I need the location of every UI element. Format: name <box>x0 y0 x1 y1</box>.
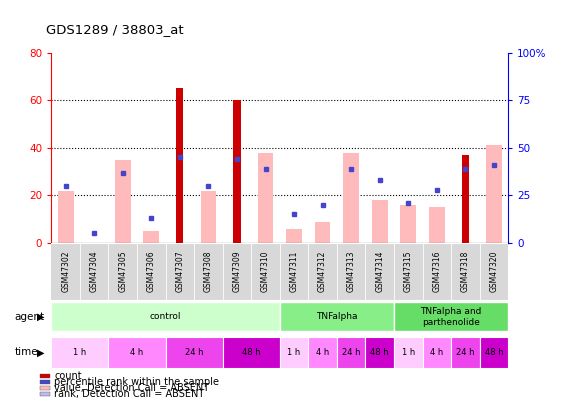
Text: ▶: ▶ <box>37 347 45 357</box>
Bar <box>58 191 74 243</box>
Text: ▶: ▶ <box>37 312 45 322</box>
Text: GSM47307: GSM47307 <box>175 251 184 292</box>
Bar <box>365 337 394 368</box>
Text: 4 h: 4 h <box>316 348 329 357</box>
Bar <box>166 337 223 368</box>
Text: GSM47312: GSM47312 <box>318 251 327 292</box>
Text: GSM47311: GSM47311 <box>289 251 299 292</box>
Text: GSM47310: GSM47310 <box>261 251 270 292</box>
Text: GSM47315: GSM47315 <box>404 251 413 292</box>
Text: control: control <box>150 312 182 322</box>
Bar <box>394 303 508 331</box>
Bar <box>258 153 274 243</box>
Text: 48 h: 48 h <box>485 348 503 357</box>
Bar <box>400 205 416 243</box>
Text: GSM47306: GSM47306 <box>147 251 156 292</box>
Text: 1 h: 1 h <box>287 348 301 357</box>
Text: GSM47302: GSM47302 <box>61 251 70 292</box>
Text: GSM47305: GSM47305 <box>118 251 127 292</box>
Bar <box>315 222 331 243</box>
Text: 48 h: 48 h <box>371 348 389 357</box>
Text: GSM47308: GSM47308 <box>204 251 213 292</box>
Bar <box>143 231 159 243</box>
Text: 24 h: 24 h <box>342 348 360 357</box>
Bar <box>343 153 359 243</box>
Bar <box>176 88 183 243</box>
Bar <box>462 155 469 243</box>
Text: 48 h: 48 h <box>242 348 260 357</box>
Text: agent: agent <box>14 312 45 322</box>
Bar <box>372 200 388 243</box>
Text: 24 h: 24 h <box>185 348 203 357</box>
Bar <box>423 337 451 368</box>
Text: 24 h: 24 h <box>456 348 475 357</box>
Bar <box>451 337 480 368</box>
Bar <box>108 337 166 368</box>
Text: GSM47304: GSM47304 <box>90 251 99 292</box>
Bar <box>394 337 423 368</box>
Bar <box>51 303 280 331</box>
Text: 1 h: 1 h <box>73 348 87 357</box>
Text: percentile rank within the sample: percentile rank within the sample <box>54 377 219 387</box>
Text: time: time <box>14 347 38 357</box>
Text: 4 h: 4 h <box>130 348 144 357</box>
Text: GSM47320: GSM47320 <box>489 251 498 292</box>
Text: 4 h: 4 h <box>430 348 444 357</box>
Text: 1 h: 1 h <box>401 348 415 357</box>
Bar <box>223 337 280 368</box>
Text: TNFalpha: TNFalpha <box>316 312 357 322</box>
Bar <box>280 337 308 368</box>
Bar <box>429 207 445 243</box>
Bar <box>286 229 302 243</box>
Bar <box>280 303 394 331</box>
Text: TNFalpha and
parthenolide: TNFalpha and parthenolide <box>420 307 482 326</box>
Text: GDS1289 / 38803_at: GDS1289 / 38803_at <box>46 23 183 36</box>
Text: value, Detection Call = ABSENT: value, Detection Call = ABSENT <box>54 383 210 393</box>
Bar <box>480 337 508 368</box>
Bar <box>486 145 502 243</box>
Text: GSM47313: GSM47313 <box>347 251 356 292</box>
Bar <box>200 191 216 243</box>
Bar <box>51 337 108 368</box>
Text: count: count <box>54 371 82 381</box>
Bar <box>308 337 337 368</box>
Text: GSM47309: GSM47309 <box>232 251 242 292</box>
Text: rank, Detection Call = ABSENT: rank, Detection Call = ABSENT <box>54 389 204 399</box>
Bar <box>115 160 131 243</box>
Text: GSM47316: GSM47316 <box>432 251 441 292</box>
Bar <box>337 337 365 368</box>
Text: GSM47318: GSM47318 <box>461 251 470 292</box>
Text: GSM47314: GSM47314 <box>375 251 384 292</box>
Bar <box>234 100 240 243</box>
